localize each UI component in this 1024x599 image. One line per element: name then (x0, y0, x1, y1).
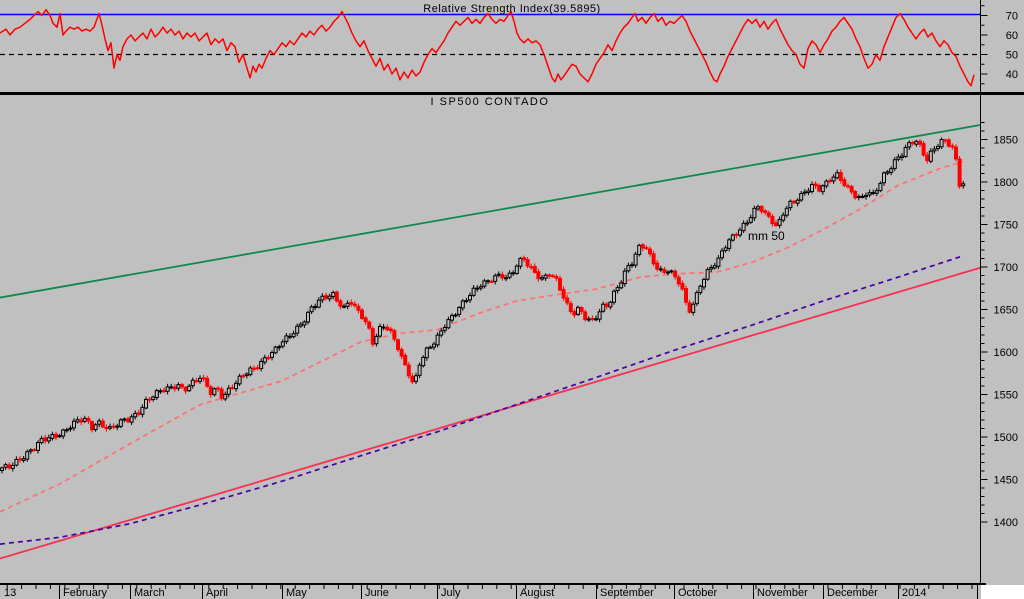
svg-text:August: August (520, 587, 554, 599)
svg-text:40: 40 (1006, 69, 1018, 81)
svg-text:1750: 1750 (994, 220, 1018, 232)
right-axis: 40 50 60 70 1400 1450 1500 1550 1600 1650 1700 1750… (980, 0, 1018, 583)
svg-text:50: 50 (1006, 50, 1018, 62)
svg-text:June: June (365, 587, 389, 599)
svg-text:2014: 2014 (902, 587, 926, 599)
svg-text:1800: 1800 (994, 177, 1018, 189)
price-panel[interactable] (0, 124, 981, 560)
svg-text:September: September (600, 587, 654, 599)
time-axis: 13 February March April May June July August Sep… (0, 583, 1024, 599)
svg-text:1450: 1450 (994, 475, 1018, 487)
svg-text:13: 13 (4, 587, 16, 599)
candlestick-series (0, 137, 966, 474)
svg-text:1500: 1500 (994, 432, 1018, 444)
rsi-panel[interactable] (0, 8, 980, 87)
svg-text:1700: 1700 (994, 262, 1018, 274)
trendline-upper-channel (0, 124, 981, 299)
svg-text:February: February (63, 587, 108, 599)
svg-text:60: 60 (1006, 30, 1018, 42)
svg-text:1550: 1550 (994, 390, 1018, 402)
ma200-line (0, 255, 961, 545)
svg-text:March: March (134, 587, 165, 599)
svg-text:November: November (757, 587, 808, 599)
svg-text:70: 70 (1006, 11, 1018, 23)
price-panel-title: I SP500 CONTADO (430, 96, 550, 108)
svg-text:1400: 1400 (994, 517, 1018, 529)
bottom-corner (981, 585, 1024, 599)
ma50-line (0, 160, 964, 513)
svg-text:December: December (827, 587, 878, 599)
ma50-label: mm 50 (748, 229, 785, 243)
rsi-panel-title: Relative Strength Index(39.5895) (423, 3, 601, 15)
svg-text:1600: 1600 (994, 347, 1018, 359)
svg-text:July: July (441, 587, 461, 599)
svg-text:April: April (206, 587, 228, 599)
svg-text:1850: 1850 (994, 135, 1018, 147)
svg-text:May: May (286, 587, 307, 599)
svg-text:1650: 1650 (994, 305, 1018, 317)
panel-separator (0, 92, 1024, 95)
svg-text:October: October (678, 587, 717, 599)
